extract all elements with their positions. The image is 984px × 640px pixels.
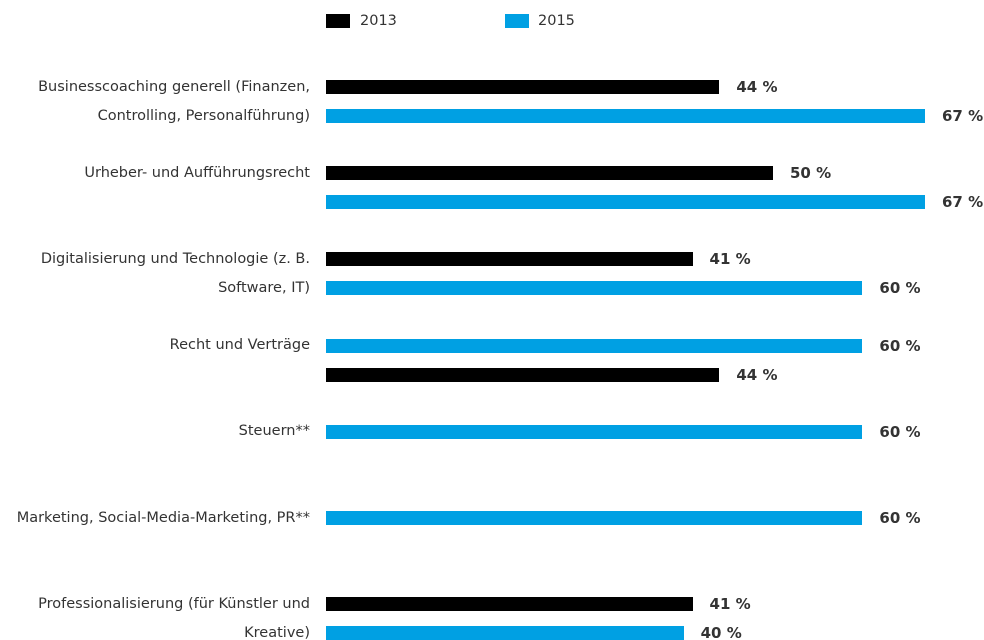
legend-label: 2013 xyxy=(360,13,397,29)
bar xyxy=(326,252,693,267)
value-label: 44 % xyxy=(736,365,778,384)
bar xyxy=(326,195,925,210)
category-label: Recht und Verträge xyxy=(169,337,310,354)
value-label: 41 % xyxy=(709,250,751,269)
legend-swatch xyxy=(505,14,529,28)
bar xyxy=(326,338,863,353)
bar xyxy=(326,626,684,640)
value-label: 41 % xyxy=(709,595,751,614)
bar xyxy=(326,367,720,382)
value-label: 60 % xyxy=(879,279,921,298)
bar xyxy=(326,109,925,123)
category-label: Urheber- und Aufführungsrecht xyxy=(84,164,310,181)
value-label: 67 % xyxy=(942,193,984,212)
value-label: 50 % xyxy=(790,164,832,183)
value-label: 60 % xyxy=(879,336,921,355)
category-label: Professionalisierung (für Künstler und K… xyxy=(38,595,310,640)
value-label: 67 % xyxy=(942,107,984,125)
category-label: Digitalisierung und Technologie (z. B. S… xyxy=(40,250,310,296)
legend-swatch xyxy=(326,14,350,28)
category-label: Steuern** xyxy=(238,423,310,440)
bar xyxy=(326,80,720,94)
bar xyxy=(326,597,693,612)
value-label: 60 % xyxy=(879,509,921,527)
value-label: 60 % xyxy=(879,422,921,441)
category-label: Businesscoaching generell (Finanzen, Con… xyxy=(38,78,310,124)
value-label: 40 % xyxy=(700,624,742,640)
bar xyxy=(326,511,863,525)
bar xyxy=(326,424,863,439)
bar xyxy=(326,166,773,181)
legend-label: 2015 xyxy=(538,13,575,29)
value-label: 44 % xyxy=(736,78,778,96)
bar xyxy=(326,281,863,296)
category-label: Marketing, Social-Media-Marketing, PR** xyxy=(16,509,310,526)
